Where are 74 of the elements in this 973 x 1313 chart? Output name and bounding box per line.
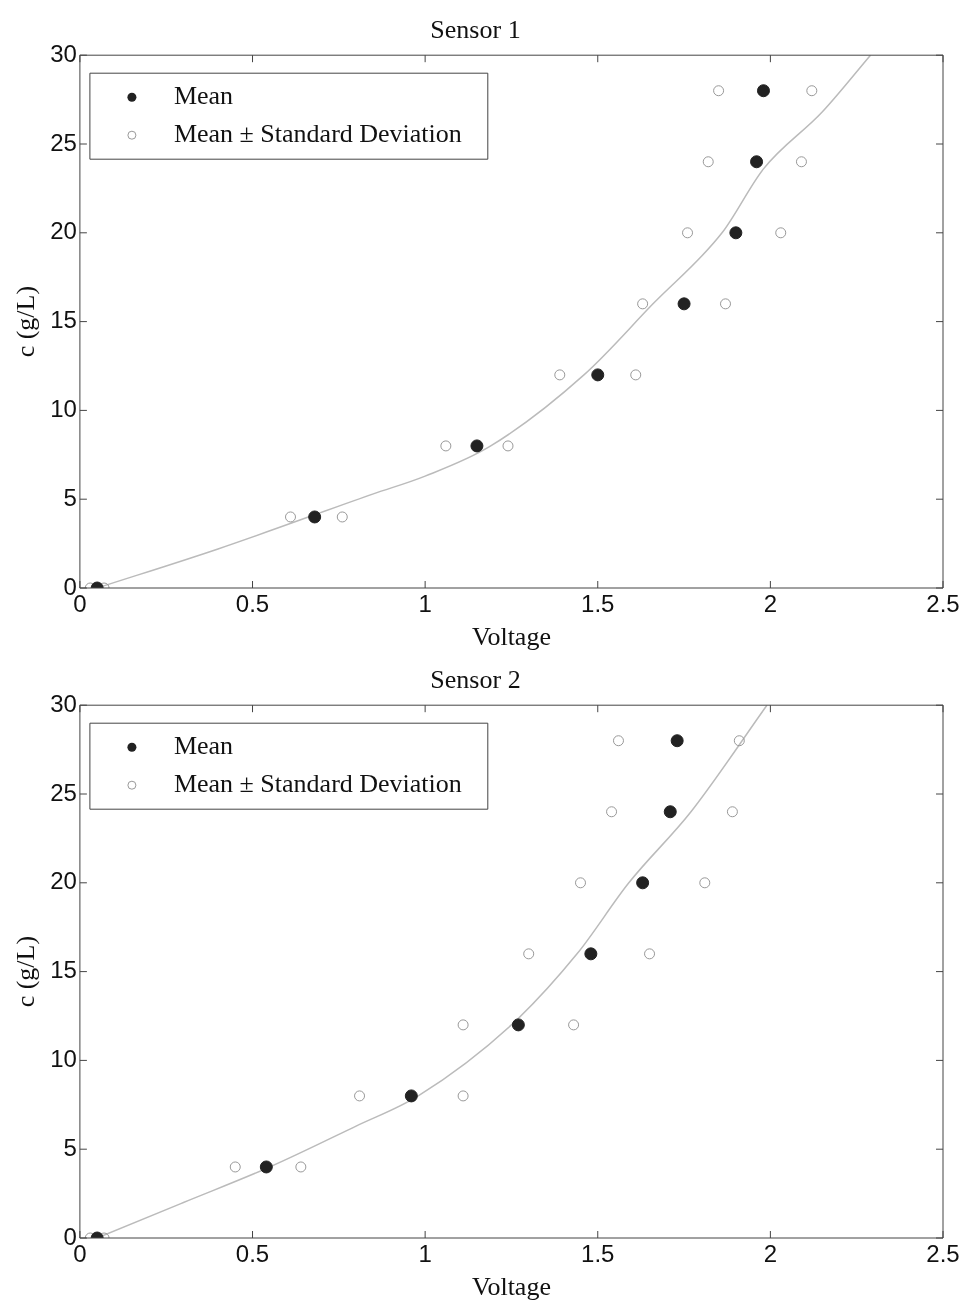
point xyxy=(523,948,535,960)
x-tick-label: 1.5 xyxy=(581,590,615,618)
point xyxy=(554,369,566,381)
point xyxy=(229,1161,241,1173)
point xyxy=(699,877,711,889)
point xyxy=(795,156,807,168)
point xyxy=(677,297,691,311)
y-tick-label: 10 xyxy=(50,395,77,423)
point xyxy=(457,1090,469,1102)
point xyxy=(457,1019,469,1031)
y-axis-title: c (g/L) xyxy=(11,285,41,358)
legend-label: Mean ± Standard Deviation xyxy=(173,119,462,149)
legend-label: Mean xyxy=(173,731,234,761)
x-tick-label: 0.5 xyxy=(235,1240,270,1268)
y-tick-label: 10 xyxy=(50,1045,77,1073)
x-tick-label: 2 xyxy=(763,1240,778,1268)
point xyxy=(670,734,684,748)
x-tick-label: 1.5 xyxy=(581,1240,615,1268)
chart-title: Sensor 1 xyxy=(430,15,521,45)
legend-label: Mean xyxy=(173,81,234,111)
y-tick-label: 5 xyxy=(63,1133,77,1161)
legend-label: Mean ± Standard Deviation xyxy=(173,769,462,799)
point xyxy=(502,440,514,452)
x-tick-label: 2.5 xyxy=(926,590,960,618)
point xyxy=(336,511,348,523)
point xyxy=(733,735,745,747)
y-tick-label: 30 xyxy=(50,689,77,717)
x-tick-label: 2.5 xyxy=(926,1240,960,1268)
point xyxy=(756,84,770,98)
point xyxy=(612,735,624,747)
point xyxy=(682,227,694,239)
point xyxy=(511,1018,525,1032)
y-tick-label: 25 xyxy=(50,128,77,156)
point xyxy=(726,806,738,818)
x-tick-label: 0.5 xyxy=(235,590,270,618)
y-axis-title: c (g/L) xyxy=(11,935,41,1008)
point xyxy=(354,1090,366,1102)
point xyxy=(806,85,818,97)
point xyxy=(308,510,322,524)
x-tick-label: 1 xyxy=(418,1240,432,1268)
point xyxy=(575,877,586,889)
point xyxy=(713,85,725,97)
y-tick-label: 15 xyxy=(50,306,77,334)
y-tick-label: 30 xyxy=(50,39,77,67)
point xyxy=(404,1089,418,1103)
point xyxy=(637,298,649,310)
point xyxy=(606,806,618,818)
point xyxy=(630,369,642,381)
point xyxy=(284,511,296,523)
point xyxy=(720,298,731,310)
point xyxy=(775,227,787,239)
point xyxy=(663,805,677,819)
y-tick-label: 25 xyxy=(50,778,77,806)
point xyxy=(470,439,484,453)
point xyxy=(584,947,598,961)
point xyxy=(750,155,764,169)
point xyxy=(568,1019,580,1031)
point xyxy=(636,876,650,890)
x-axis-title: Voltage xyxy=(471,622,551,652)
point xyxy=(591,368,605,382)
y-tick-label: 15 xyxy=(50,956,77,984)
x-axis-title: Voltage xyxy=(471,1272,551,1302)
point xyxy=(440,440,452,452)
point xyxy=(644,948,656,960)
chart-title: Sensor 2 xyxy=(430,665,521,695)
x-tick-label: 2 xyxy=(763,590,778,618)
x-tick-label: 1 xyxy=(418,590,432,618)
point xyxy=(702,156,714,168)
y-tick-label: 20 xyxy=(50,867,77,895)
point xyxy=(729,226,743,240)
y-tick-label: 20 xyxy=(50,217,77,245)
point xyxy=(259,1160,273,1174)
y-tick-label: 5 xyxy=(63,483,77,511)
point xyxy=(295,1161,307,1173)
